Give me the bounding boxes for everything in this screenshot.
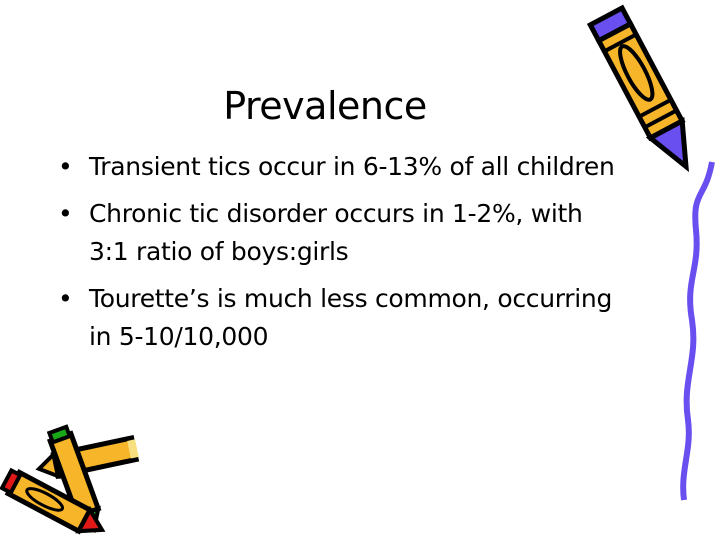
bullet-item: • Tourette’s is much less common, occurri… (58, 280, 618, 356)
slide-title: Prevalence (223, 84, 427, 128)
bullet-item: • Chronic tic disorder occurs in 1-2%, wi… (58, 195, 618, 271)
bullet-item: • Transient tics occur in 6-13% of all ch… (58, 148, 618, 186)
bullet-list: • Transient tics occur in 6-13% of all ch… (58, 148, 618, 365)
crayons-icon (0, 424, 140, 535)
bullet-text: Chronic tic disorder occurs in 1-2%, wit… (89, 199, 583, 266)
pencil-icon (586, 4, 715, 501)
bullet-icon: • (58, 152, 73, 181)
bullet-icon: • (58, 199, 73, 228)
bullet-text: Transient tics occur in 6-13% of all chi… (89, 152, 615, 181)
bullet-text: Tourette’s is much less common, occurrin… (89, 284, 613, 351)
bullet-icon: • (58, 284, 73, 313)
